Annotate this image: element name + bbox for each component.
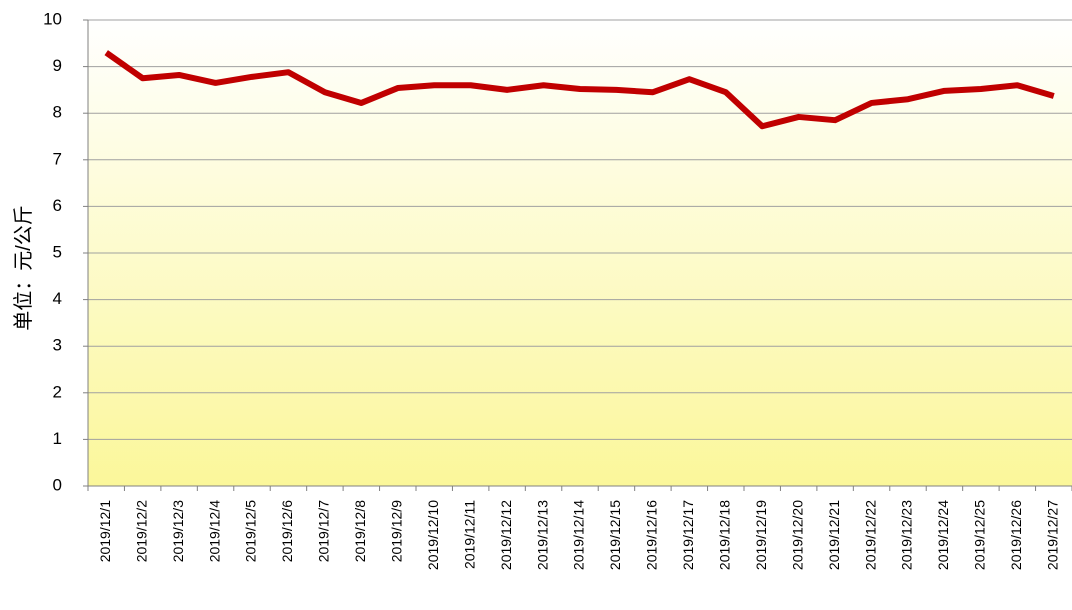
y-tick-label: 2 (53, 382, 62, 401)
x-tick-label: 2019/12/1 (97, 500, 113, 562)
x-tick-label: 2019/12/8 (352, 500, 368, 562)
chart: 单位：元/公斤 0 1 2 3 4 5 6 7 8 9 10 2019/12/1 2019/12/2 20… (0, 0, 1072, 610)
x-tick-label: 2019/12/11 (461, 500, 477, 569)
y-tick-label: 9 (53, 56, 62, 75)
x-tick-label: 2019/12/13 (534, 500, 550, 570)
y-tick-label: 6 (53, 196, 62, 215)
x-tick-label: 2019/12/14 (571, 500, 587, 570)
x-tick-label: 2019/12/16 (644, 500, 660, 570)
y-tick-label: 4 (53, 289, 62, 308)
x-tick-label: 2019/12/12 (498, 500, 514, 570)
y-tick-label: 0 (53, 475, 62, 494)
y-tick-label: 7 (53, 149, 62, 168)
x-tick-label: 2019/12/7 (316, 500, 332, 562)
x-tick-label: 2019/12/15 (607, 500, 623, 570)
x-tick-label: 2019/12/6 (279, 500, 295, 562)
y-tick-label: 3 (53, 336, 62, 355)
x-tick-label: 2019/12/18 (716, 500, 732, 570)
x-tick-label: 2019/12/25 (972, 500, 988, 570)
x-tick-label: 2019/12/3 (170, 500, 186, 562)
y-axis-label: 单位：元/公斤 (12, 205, 35, 331)
x-tick-label: 2019/12/9 (388, 500, 404, 562)
y-tick-label: 5 (53, 242, 62, 261)
x-tick-label: 2019/12/22 (862, 500, 878, 570)
x-tick-label: 2019/12/19 (753, 500, 769, 570)
x-tick-label: 2019/12/4 (206, 500, 222, 562)
x-tick-label: 2019/12/26 (1008, 500, 1024, 570)
x-tick-label: 2019/12/2 (133, 500, 149, 562)
y-tick-label: 8 (53, 103, 62, 122)
x-tick-label: 2019/12/21 (826, 500, 842, 570)
x-tick-label: 2019/12/23 (899, 500, 915, 570)
x-tick-label: 2019/12/10 (425, 500, 441, 570)
x-tick-label: 2019/12/24 (935, 500, 951, 570)
x-tick-label: 2019/12/20 (789, 500, 805, 570)
x-tick-label: 2019/12/5 (243, 500, 259, 562)
x-tick-label: 2019/12/17 (680, 500, 696, 570)
x-tick-label: 2019/12/27 (1044, 500, 1060, 570)
y-tick-label: 10 (43, 9, 62, 28)
y-tick-label: 1 (53, 429, 62, 448)
